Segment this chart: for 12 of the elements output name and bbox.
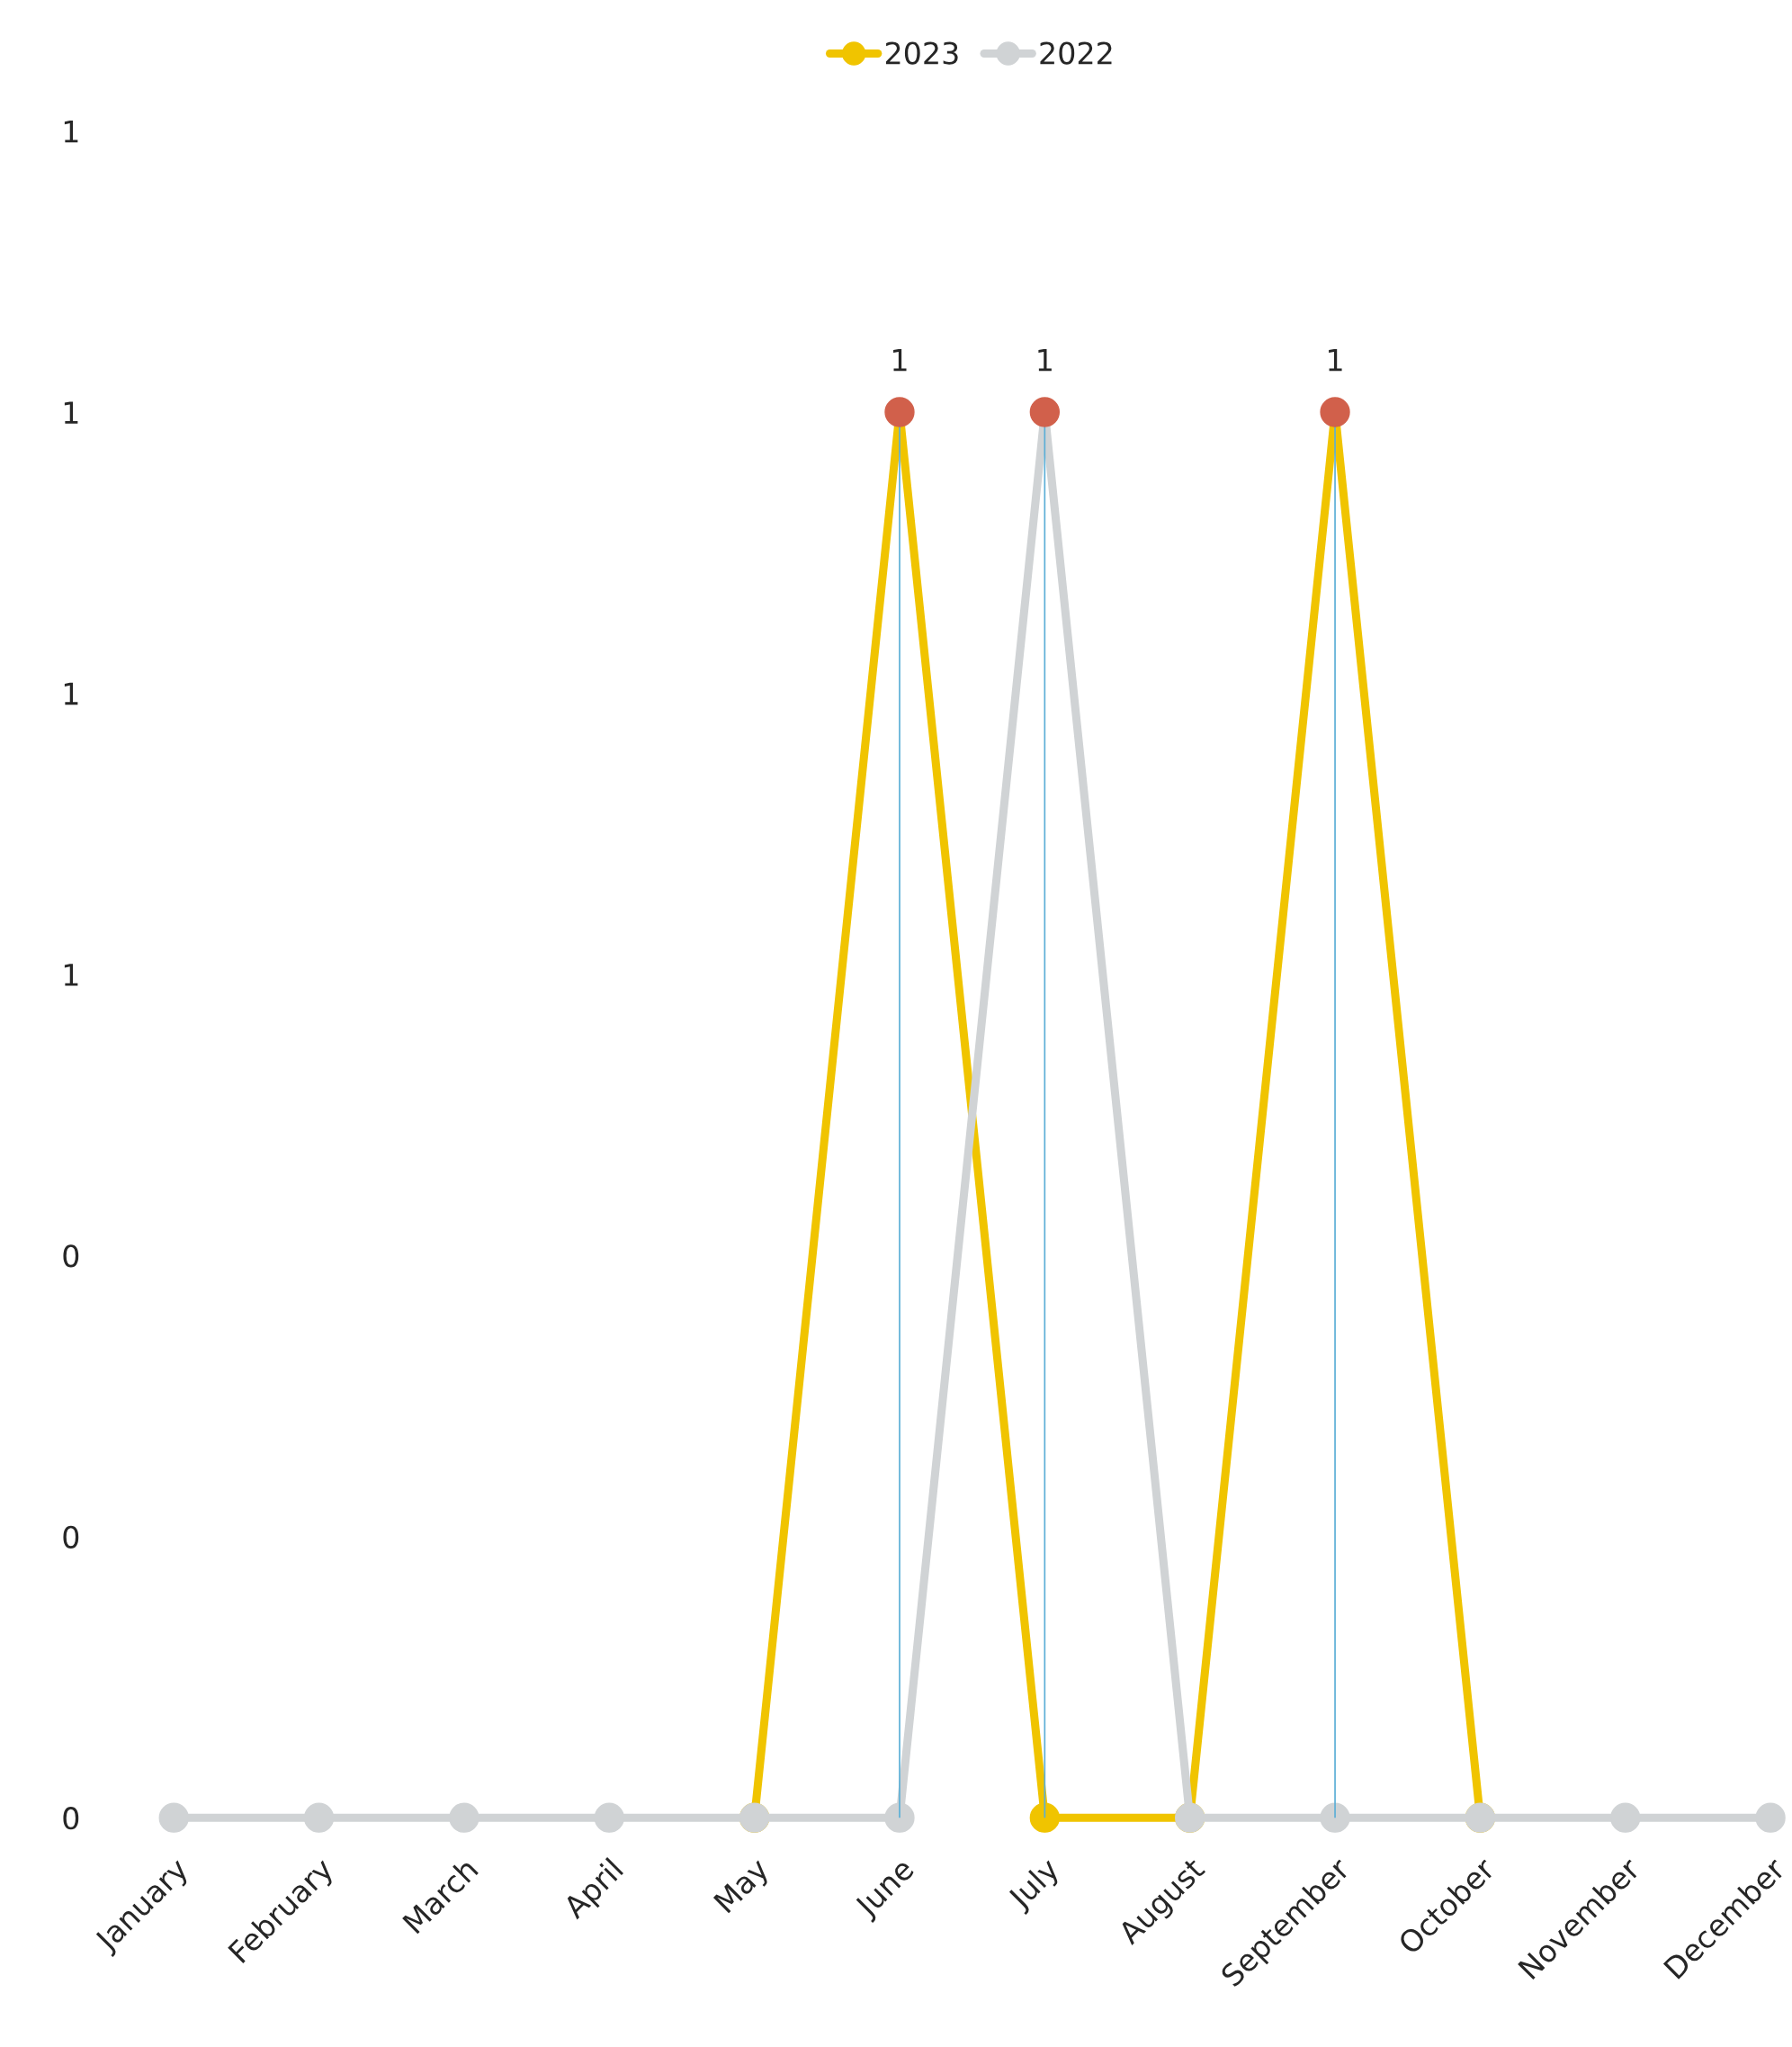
y-tick-label: 1 [64,964,78,986]
y-tick-label: 0 [63,1244,79,1268]
y-tick-label: 0 [63,1525,79,1549]
y-tick-label: 0 [63,1807,79,1830]
data-label: 1 [1329,348,1342,372]
y-tick-label: 1 [64,401,78,424]
y-tick-label: 1 [64,120,78,143]
data-label: 1 [1038,348,1052,372]
legend-label: 2022 [1040,41,1112,65]
legend-label: 2023 [885,41,958,65]
data-label: 1 [893,348,907,372]
y-tick-label: 1 [64,682,78,705]
